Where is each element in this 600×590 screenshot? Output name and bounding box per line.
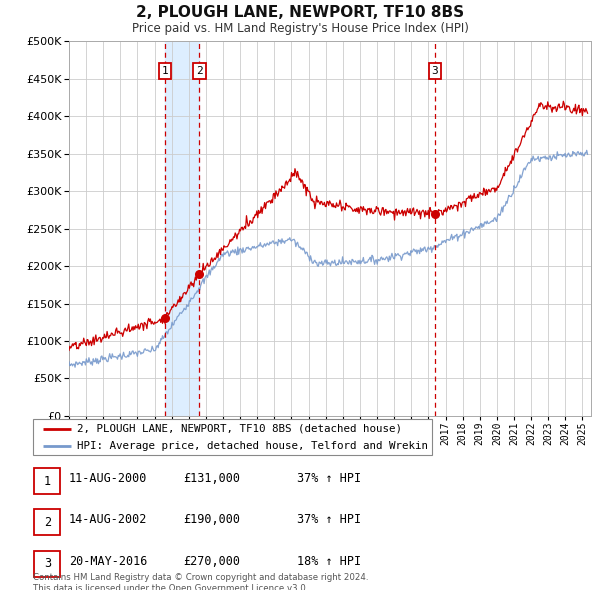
Text: 14-AUG-2002: 14-AUG-2002: [69, 513, 148, 526]
Text: £270,000: £270,000: [183, 555, 240, 568]
Text: £131,000: £131,000: [183, 472, 240, 485]
Text: 37% ↑ HPI: 37% ↑ HPI: [297, 472, 361, 485]
Text: 2, PLOUGH LANE, NEWPORT, TF10 8BS (detached house): 2, PLOUGH LANE, NEWPORT, TF10 8BS (detac…: [77, 424, 402, 434]
Text: 37% ↑ HPI: 37% ↑ HPI: [297, 513, 361, 526]
Text: Contains HM Land Registry data © Crown copyright and database right 2024.: Contains HM Land Registry data © Crown c…: [33, 573, 368, 582]
Text: 3: 3: [44, 557, 51, 570]
Bar: [165, 41, 199, 416]
Text: 20-MAY-2016: 20-MAY-2016: [69, 555, 148, 568]
Text: HPI: Average price, detached house, Telford and Wrekin: HPI: Average price, detached house, Telf…: [77, 441, 428, 451]
Text: 2, PLOUGH LANE, NEWPORT, TF10 8BS: 2, PLOUGH LANE, NEWPORT, TF10 8BS: [136, 5, 464, 19]
Text: This data is licensed under the Open Government Licence v3.0.: This data is licensed under the Open Gov…: [33, 584, 308, 590]
Text: 1: 1: [44, 474, 51, 487]
Text: 3: 3: [431, 66, 438, 76]
Text: £190,000: £190,000: [183, 513, 240, 526]
Text: 11-AUG-2000: 11-AUG-2000: [69, 472, 148, 485]
Text: 2: 2: [44, 516, 51, 529]
Text: 2: 2: [196, 66, 203, 76]
Text: 1: 1: [161, 66, 169, 76]
Text: 18% ↑ HPI: 18% ↑ HPI: [297, 555, 361, 568]
Text: Price paid vs. HM Land Registry's House Price Index (HPI): Price paid vs. HM Land Registry's House …: [131, 22, 469, 35]
